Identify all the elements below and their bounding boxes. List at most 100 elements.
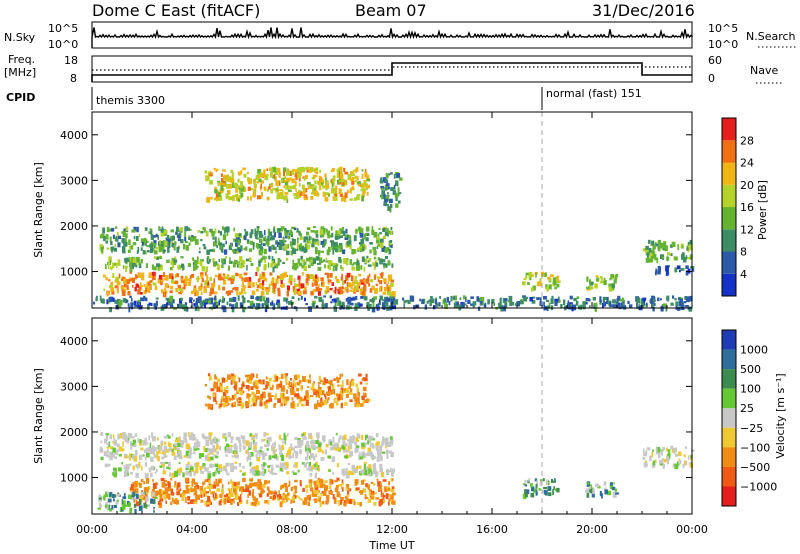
power-echo-cell-0 <box>155 246 159 250</box>
power-echo-cell-1 <box>349 259 353 265</box>
velocity-echo-cell-1 <box>187 461 190 466</box>
power-echo-cell-1 <box>221 258 225 264</box>
power-echo-cell-5 <box>478 297 482 303</box>
velocity-echo-cell-7 <box>673 448 676 455</box>
velocity-echo-cell-0 <box>212 447 216 453</box>
power-echo-cell-3 <box>230 177 235 184</box>
velocity-echo-cell-5 <box>530 483 533 488</box>
power-echo-cell-3 <box>219 188 222 195</box>
power-echo-cell-5 <box>573 304 577 311</box>
power-echo-cell-0 <box>199 247 201 250</box>
power-echo-cell-6 <box>527 282 530 285</box>
velocity-echo-cell-0 <box>321 449 324 452</box>
power-echo-cell-0 <box>159 240 161 245</box>
power-echo-cell-5 <box>286 298 288 304</box>
power-echo-cell-0 <box>220 245 223 252</box>
velocity-echo-cell-0 <box>123 434 128 437</box>
power-echo-cell-0 <box>238 233 242 237</box>
power-echo-cell-5 <box>554 301 558 306</box>
velocity-echo-cell-1 <box>135 464 139 468</box>
power-echo-cell-0 <box>341 230 346 234</box>
velocity-echo-cell-7 <box>654 459 657 463</box>
velocity-echo-cell-2 <box>365 483 368 488</box>
velocity-echo-cell-2 <box>184 478 189 483</box>
velocity-echo-cell-1 <box>144 462 147 467</box>
velocity-echo-cell-3 <box>224 403 228 406</box>
power-echo-cell-0 <box>384 248 388 253</box>
power-echo-cell-0 <box>338 237 341 240</box>
power-echo-cell-3 <box>270 184 273 188</box>
velocity-echo-cell-0 <box>273 451 276 457</box>
velocity-echo-cell-2 <box>352 499 356 502</box>
power-echo-cell-0 <box>176 226 179 233</box>
power-echo-cell-1 <box>132 258 137 263</box>
velocity-echo-cell-0 <box>184 438 188 443</box>
power-echo-cell-3 <box>281 178 283 183</box>
power-echo-cell-5 <box>167 298 170 305</box>
power-echo-cell-6 <box>525 272 529 276</box>
velocity-echo-cell-1 <box>252 472 256 475</box>
velocity-echo-cell-2 <box>132 482 135 485</box>
velocity-echo-cell-2 <box>251 491 255 498</box>
power-echo-cell-5 <box>262 303 265 308</box>
velocity-echo-cell-0 <box>290 447 293 451</box>
power-echo-cell-2 <box>132 285 134 288</box>
power-echo-cell-0 <box>100 247 104 253</box>
velocity-echo-cell-1 <box>224 466 227 473</box>
power-echo-cell-1 <box>323 259 326 262</box>
velocity-echo-cell-5 <box>554 488 558 492</box>
velocity-echo-cell-0 <box>200 453 204 457</box>
velocity-echo-cell-2 <box>302 500 305 505</box>
velocity-echo-cell-2 <box>341 486 344 489</box>
power-echo-cell-3 <box>295 174 298 180</box>
velocity-echo-cell-3 <box>204 383 207 387</box>
power-echo-cell-2 <box>296 291 301 295</box>
velocity-echo-cell-2 <box>158 502 163 508</box>
power-echo-cell-0 <box>297 239 299 244</box>
power-echo-cell-5 <box>314 295 318 299</box>
velocity-echo-cell-0 <box>387 442 392 447</box>
power-echo-cell-2 <box>352 288 356 293</box>
power-echo-cell-5 <box>529 297 533 302</box>
power-echo-cell-3 <box>302 187 306 192</box>
power-echo-cell-3 <box>243 187 246 192</box>
velocity-echo-cell-2 <box>333 498 337 504</box>
power-echo-cell-1 <box>208 259 211 263</box>
velocity-echo-cell-0 <box>151 432 154 438</box>
velocity-echo-cell-1 <box>207 470 211 474</box>
power-echo-cell-3 <box>297 174 301 179</box>
velocity-echo-cell-2 <box>247 494 249 498</box>
power-echo-cell-0 <box>140 238 145 244</box>
velocity-echo-cell-0 <box>109 434 112 440</box>
power-echo-cell-8 <box>670 244 673 248</box>
power-echo-cell-3 <box>222 188 225 192</box>
power-echo-cell-0 <box>157 234 160 240</box>
power-echo-cell-0 <box>379 242 384 248</box>
velocity-echo-cell-2 <box>364 493 367 500</box>
power-echo-cell-1 <box>138 259 140 266</box>
power-echo-cell-2 <box>143 284 146 287</box>
power-echo-cell-5 <box>346 305 350 310</box>
velocity-echo-cell-1 <box>264 469 267 474</box>
power-echo-cell-2 <box>206 274 209 281</box>
velocity-echo-cell-2 <box>241 486 245 490</box>
nsky-tick-bottom: 10^0 <box>48 38 78 51</box>
power-echo-cell-0 <box>267 241 269 247</box>
power-echo-cell-2 <box>191 274 195 278</box>
velocity-echo-cell-0 <box>205 440 210 446</box>
power-echo-cell-6 <box>548 278 552 282</box>
power-echo-cell-2 <box>200 272 204 277</box>
power-echo-cell-0 <box>137 246 140 253</box>
velocity-echo-cell-5 <box>551 478 553 483</box>
power-echo-cell-0 <box>280 240 282 246</box>
velocity-echo-cell-5 <box>531 487 535 492</box>
velocity-echo-cell-2 <box>214 492 217 499</box>
velocity-echo-cell-3 <box>285 396 290 401</box>
power-echo-cell-8 <box>651 240 655 246</box>
power-echo-cell-1 <box>109 260 112 264</box>
power-echo-cell-2 <box>137 272 141 278</box>
velocity-echo-cell-1 <box>215 467 219 473</box>
power-echo-cell-2 <box>225 290 228 295</box>
power-echo-cell-5 <box>160 305 163 309</box>
